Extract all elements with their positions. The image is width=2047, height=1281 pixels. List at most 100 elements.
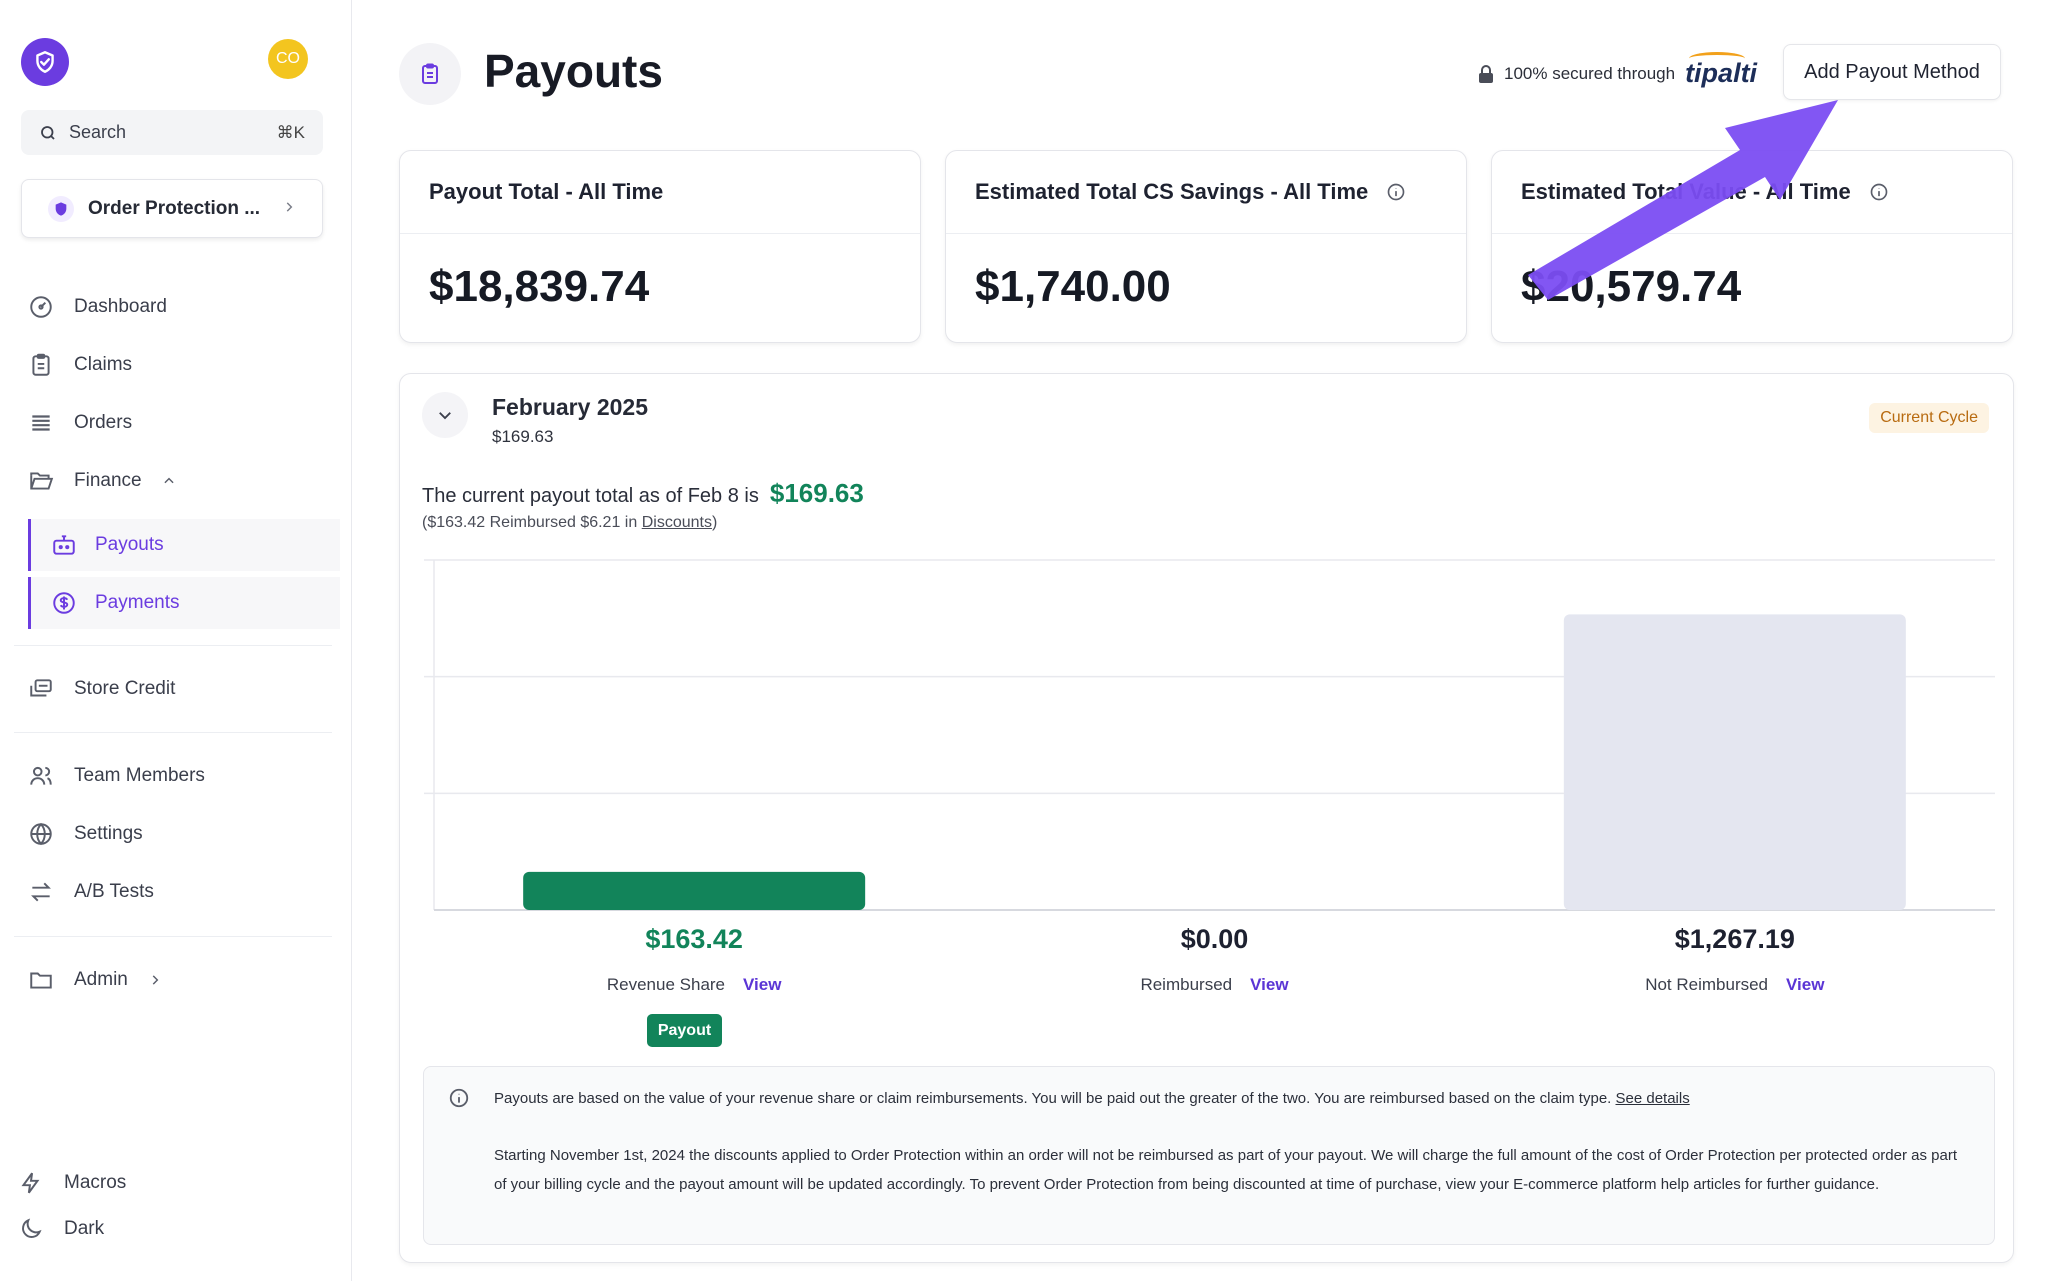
sidebar-item-label: Team Members xyxy=(74,765,205,786)
card-value: $18,839.74 xyxy=(429,262,650,311)
users-icon xyxy=(30,766,52,785)
sidebar-item-team-members[interactable]: Team Members xyxy=(28,756,205,796)
search-input[interactable]: Search ⌘K xyxy=(21,110,323,155)
sidebar-item-admin[interactable]: Admin xyxy=(28,960,162,1000)
lightning-icon xyxy=(21,1172,40,1194)
chart-bar-value-label: $0.00 xyxy=(1180,924,1249,954)
payout-breakdown: ($163.42 Reimbursed $6.21 in Discounts) xyxy=(422,514,717,532)
folder-open-icon xyxy=(30,472,54,490)
summary-card-cs-savings: Estimated Total CS Savings - All Time $1… xyxy=(945,150,1467,343)
sidebar-item-payments[interactable]: Payments xyxy=(28,577,340,629)
chart-bar[interactable] xyxy=(523,871,866,910)
swap-arrows-icon xyxy=(31,882,51,902)
card-title: Payout Total - All Time xyxy=(429,179,664,204)
clipboard-icon xyxy=(422,63,438,84)
shield-check-icon xyxy=(36,51,54,73)
lock-icon xyxy=(1479,64,1493,83)
chart-bar-value-label: $163.42 xyxy=(645,924,743,954)
sidebar-item-label: Dashboard xyxy=(74,296,167,317)
notice-text-1: Payouts are based on the value of your r… xyxy=(494,1090,1612,1107)
chart-bar-category-label: Not Reimbursed View xyxy=(1645,975,1824,995)
sidebar-item-label: Settings xyxy=(74,823,143,844)
page-title: Payouts xyxy=(484,45,663,97)
search-placeholder: Search xyxy=(69,122,127,142)
sidebar-item-payouts[interactable]: Payouts xyxy=(28,519,340,571)
chart-category-name: Not Reimbursed xyxy=(1645,975,1769,994)
globe-icon xyxy=(30,822,52,846)
info-icon[interactable] xyxy=(1869,182,1889,202)
sidebar-item-label: Admin xyxy=(74,969,128,990)
current-payout-text: The current payout total as of Feb 8 is xyxy=(422,485,759,507)
breakdown-suffix: ) xyxy=(711,514,718,531)
sidebar-divider xyxy=(14,936,332,937)
card-value: $1,740.00 xyxy=(975,262,1171,311)
chart-bar-value-label: $1,267.19 xyxy=(1674,924,1795,954)
sidebar-item-label: Payouts xyxy=(95,534,164,555)
moon-icon xyxy=(22,1218,42,1238)
payout-robot-icon xyxy=(53,535,75,555)
summary-card-payout-total: Payout Total - All Time $18,839.74 xyxy=(399,150,921,343)
clipboard-icon xyxy=(32,353,50,376)
sidebar-item-claims[interactable]: Claims xyxy=(28,345,132,385)
sidebar-item-label: Claims xyxy=(74,354,133,375)
sidebar-item-orders[interactable]: Orders xyxy=(28,403,132,443)
discounts-link[interactable]: Discounts xyxy=(641,514,712,531)
store-switcher[interactable]: Order Protection ... xyxy=(21,179,323,238)
cycle-title: February 2025 xyxy=(492,394,648,420)
cycle-subtotal: $169.63 xyxy=(492,427,554,446)
sidebar-item-label: A/B Tests xyxy=(74,881,154,902)
list-icon xyxy=(32,415,50,431)
view-link[interactable]: View xyxy=(1250,975,1289,994)
chart-bar[interactable] xyxy=(1563,614,1906,910)
sidebar-item-macros[interactable]: Macros xyxy=(18,1163,126,1203)
user-avatar[interactable]: CO xyxy=(268,39,308,79)
sidebar-divider xyxy=(14,645,332,646)
secured-by-tipalti: 100% secured through tipalti xyxy=(1478,52,1758,89)
search-shortcut: ⌘K xyxy=(276,122,305,142)
store-credit-icon xyxy=(30,679,52,697)
sidebar-item-label: Store Credit xyxy=(74,678,176,699)
dollar-circle-icon xyxy=(53,592,75,614)
store-switcher-label: Order Protection ... xyxy=(88,197,261,219)
chevron-right-icon xyxy=(282,198,296,220)
info-icon[interactable] xyxy=(1386,182,1406,202)
current-payout-line: The current payout total as of Feb 8 is … xyxy=(422,478,864,509)
sidebar-item-label: Orders xyxy=(74,412,133,433)
chart-bar-category-label: Reimbursed View xyxy=(1140,975,1288,995)
chart-bar-category-label: Revenue Share View xyxy=(607,975,782,995)
chevron-up-icon xyxy=(164,477,174,484)
current-cycle-badge: Current Cycle xyxy=(1869,403,1989,433)
payout-bar-chart xyxy=(424,559,1995,911)
sidebar-item-label: Finance xyxy=(74,470,142,491)
store-badge-icon xyxy=(48,195,74,222)
view-link[interactable]: View xyxy=(743,975,782,994)
view-link[interactable]: View xyxy=(1786,975,1825,994)
chevron-down-icon xyxy=(439,412,451,420)
add-payout-method-button[interactable]: Add Payout Method xyxy=(1783,44,2001,100)
app-logo[interactable] xyxy=(21,38,69,86)
page-header-icon xyxy=(399,43,461,105)
sidebar-item-store-credit[interactable]: Store Credit xyxy=(28,669,175,709)
collapse-cycle-button[interactable] xyxy=(422,392,468,438)
summary-card-total-value: Estimated Total Value - All Time $20,579… xyxy=(1491,150,2013,343)
sidebar-item-dark-mode[interactable]: Dark xyxy=(18,1209,104,1249)
card-title-row: Payout Total - All Time xyxy=(400,151,920,234)
search-icon xyxy=(41,125,55,140)
breakdown-text: ($163.42 Reimbursed $6.21 in xyxy=(422,514,638,531)
card-value: $20,579.74 xyxy=(1521,262,1742,311)
payout-tag: Payout xyxy=(647,1014,722,1047)
info-icon xyxy=(449,1088,469,1108)
sidebar-item-settings[interactable]: Settings xyxy=(28,814,143,854)
sidebar: CO Search ⌘K Order Protection ... Dashbo… xyxy=(0,0,352,1281)
folder-icon xyxy=(30,972,52,989)
tipalti-logo: tipalti xyxy=(1685,52,1758,88)
sidebar-item-dashboard[interactable]: Dashboard xyxy=(28,287,167,327)
sidebar-item-ab-tests[interactable]: A/B Tests xyxy=(28,872,154,912)
sidebar-item-label: Macros xyxy=(64,1172,127,1193)
see-details-link[interactable]: See details xyxy=(1615,1090,1690,1107)
sidebar-item-label: Dark xyxy=(64,1218,105,1239)
chart-category-name: Revenue Share xyxy=(606,975,726,994)
sidebar-item-finance[interactable]: Finance xyxy=(28,461,176,501)
card-title-row: Estimated Total Value - All Time xyxy=(1492,151,2012,234)
payout-notice: Payouts are based on the value of your r… xyxy=(423,1066,1995,1245)
